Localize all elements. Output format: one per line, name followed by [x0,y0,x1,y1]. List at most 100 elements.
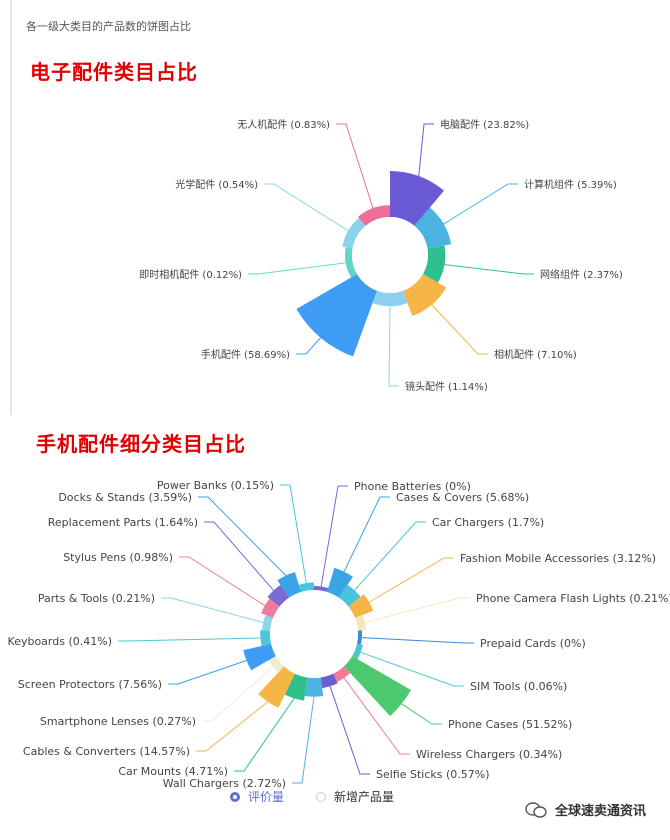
slice-label-1-7: Phone Cases (51.52%) [448,718,572,731]
slice-label-1-3: Fashion Mobile Accessories (3.12%) [460,552,656,565]
leader-line-1-2 [354,521,426,591]
slice-label-1-15: Keyboards (0.41%) [8,635,112,648]
rose-slice-0-0[interactable] [390,170,445,226]
rose-slice-1-15[interactable] [260,629,272,646]
leader-line-1-12 [196,701,269,752]
rose-slice-1-10[interactable] [304,677,324,697]
slice-label-1-11: Car Mounts (4.71%) [118,765,228,778]
leader-line-0-7 [264,183,349,232]
slice-label-1-1: Cases & Covers (5.68%) [396,491,529,504]
slice-label-1-10: Wall Chargers (2.72%) [163,777,286,790]
slice-label-1-18: Replacement Parts (1.64%) [48,516,198,529]
rose-slice-1-13[interactable] [268,656,285,673]
leader-line-1-20 [280,484,307,584]
leader-line-1-6 [360,651,464,687]
slice-label-1-12: Cables & Converters (14.57%) [23,745,190,758]
legend-dot-icon [316,791,326,802]
rose-slice-0-2[interactable] [422,245,446,283]
rose-slice-1-4[interactable] [354,614,366,631]
slice-label-1-5: Prepaid Cards (0%) [480,637,586,650]
slice-label-0-7: 光学配件 (0.54%) [175,178,258,191]
slice-label-1-14: Screen Protectors (7.56%) [18,678,162,691]
watermark-text: 全球速卖通资讯 [554,804,646,819]
leader-line-0-1 [443,183,518,225]
rose-slice-1-14[interactable] [243,643,276,671]
leader-line-1-16 [161,597,264,623]
leader-line-1-14 [168,660,247,685]
leader-line-0-5 [296,337,321,355]
rose-slice-1-12[interactable] [258,666,295,708]
rose-slice-1-7[interactable] [343,656,411,717]
leader-line-0-2 [444,264,534,275]
rose-slice-1-9[interactable] [320,673,338,689]
rose-slice-0-5[interactable] [296,274,378,357]
legend-item-new-products[interactable]: 新增产品量 [316,788,394,805]
leader-line-0-3 [431,304,488,355]
leader-line-1-15 [118,637,261,642]
slice-label-0-8: 无人机配件 (0.83%) [237,118,330,131]
chart-title-electronics: 电子配件类目占比 [30,60,198,84]
rose-slice-0-8[interactable] [357,205,390,226]
watermark: 全球速卖通资讯 [525,800,646,819]
slice-label-1-4: Phone Camera Flash Lights (0.21%) [476,592,670,605]
leader-line-1-18 [204,521,274,591]
chart-title-phone-accessories: 手机配件细分类目占比 [36,432,246,456]
rose-slice-1-11[interactable] [284,673,308,701]
slice-label-1-20: Power Banks (0.15%) [157,479,274,492]
wechat-icon [525,801,547,818]
slice-label-0-2: 网络组件 (2.37%) [540,268,623,281]
rose-slice-1-0[interactable] [314,586,329,592]
leader-line-0-8 [336,123,374,209]
rose-slice-0-6[interactable] [345,247,358,278]
slice-label-1-6: SIM Tools (0.06%) [470,680,567,693]
rose-slice-1-5[interactable] [356,630,362,645]
rose-slice-0-7[interactable] [342,217,366,249]
legend-label: 评价量 [248,790,285,804]
top-chart-panel [10,0,670,415]
slice-label-0-4: 镜头配件 (1.14%) [405,380,488,393]
leader-line-0-4 [388,306,399,387]
leader-line-0-6 [248,262,346,275]
leader-line-1-10 [292,696,315,784]
rose-slice-1-19[interactable] [277,571,302,598]
rose-slice-0-3[interactable] [402,274,447,317]
slice-label-1-13: Smartphone Lenses (0.27%) [40,715,196,728]
rose-slice-1-6[interactable] [352,643,363,660]
rose-slice-1-1[interactable] [326,567,354,598]
leader-line-1-0 [320,485,348,587]
rose-slice-0-1[interactable] [414,207,452,249]
rose-slice-0-4[interactable] [372,290,408,307]
rose-center-1 [270,590,358,678]
rose-slice-1-18[interactable] [267,584,290,607]
legend-label: 新增产品量 [334,790,395,804]
slice-label-1-19: Docks & Stands (3.59%) [58,491,192,504]
legend: 评价量 新增产品量 [0,788,670,808]
slice-label-0-6: 即时相机配件 (0.12%) [139,268,242,281]
slice-label-1-16: Parts & Tools (0.21%) [38,592,155,605]
rose-center-0 [352,217,428,293]
leader-line-1-5 [361,637,474,644]
rose-slice-1-8[interactable] [333,666,351,682]
leader-line-1-4 [364,597,470,623]
rose-slice-1-16[interactable] [262,614,274,631]
leader-line-1-11 [234,698,295,772]
leader-line-1-17 [179,556,266,607]
leader-line-1-9 [329,686,370,775]
leader-line-1-3 [368,557,454,603]
rose-slice-1-17[interactable] [261,598,280,618]
rose-slice-1-2[interactable] [338,584,361,607]
slice-label-1-8: Wireless Chargers (0.34%) [416,748,562,761]
legend-item-reviews[interactable]: 评价量 [230,788,284,805]
leader-line-1-8 [343,677,410,755]
rose-slice-1-3[interactable] [348,594,374,618]
chart-subtitle: 各一级大类目的产品数的饼图占比 [26,20,191,33]
slice-label-1-9: Selfie Sticks (0.57%) [376,768,490,781]
slice-label-0-3: 相机配件 (7.10%) [494,348,577,361]
slice-label-1-17: Stylus Pens (0.98%) [63,551,173,564]
leader-line-1-1 [343,496,390,572]
slice-label-1-0: Phone Batteries (0%) [354,480,471,493]
slice-label-0-5: 手机配件 (58.69%) [201,348,290,361]
slice-label-0-0: 电脑配件 (23.82%) [440,118,529,131]
rose-slice-1-20[interactable] [298,582,314,592]
